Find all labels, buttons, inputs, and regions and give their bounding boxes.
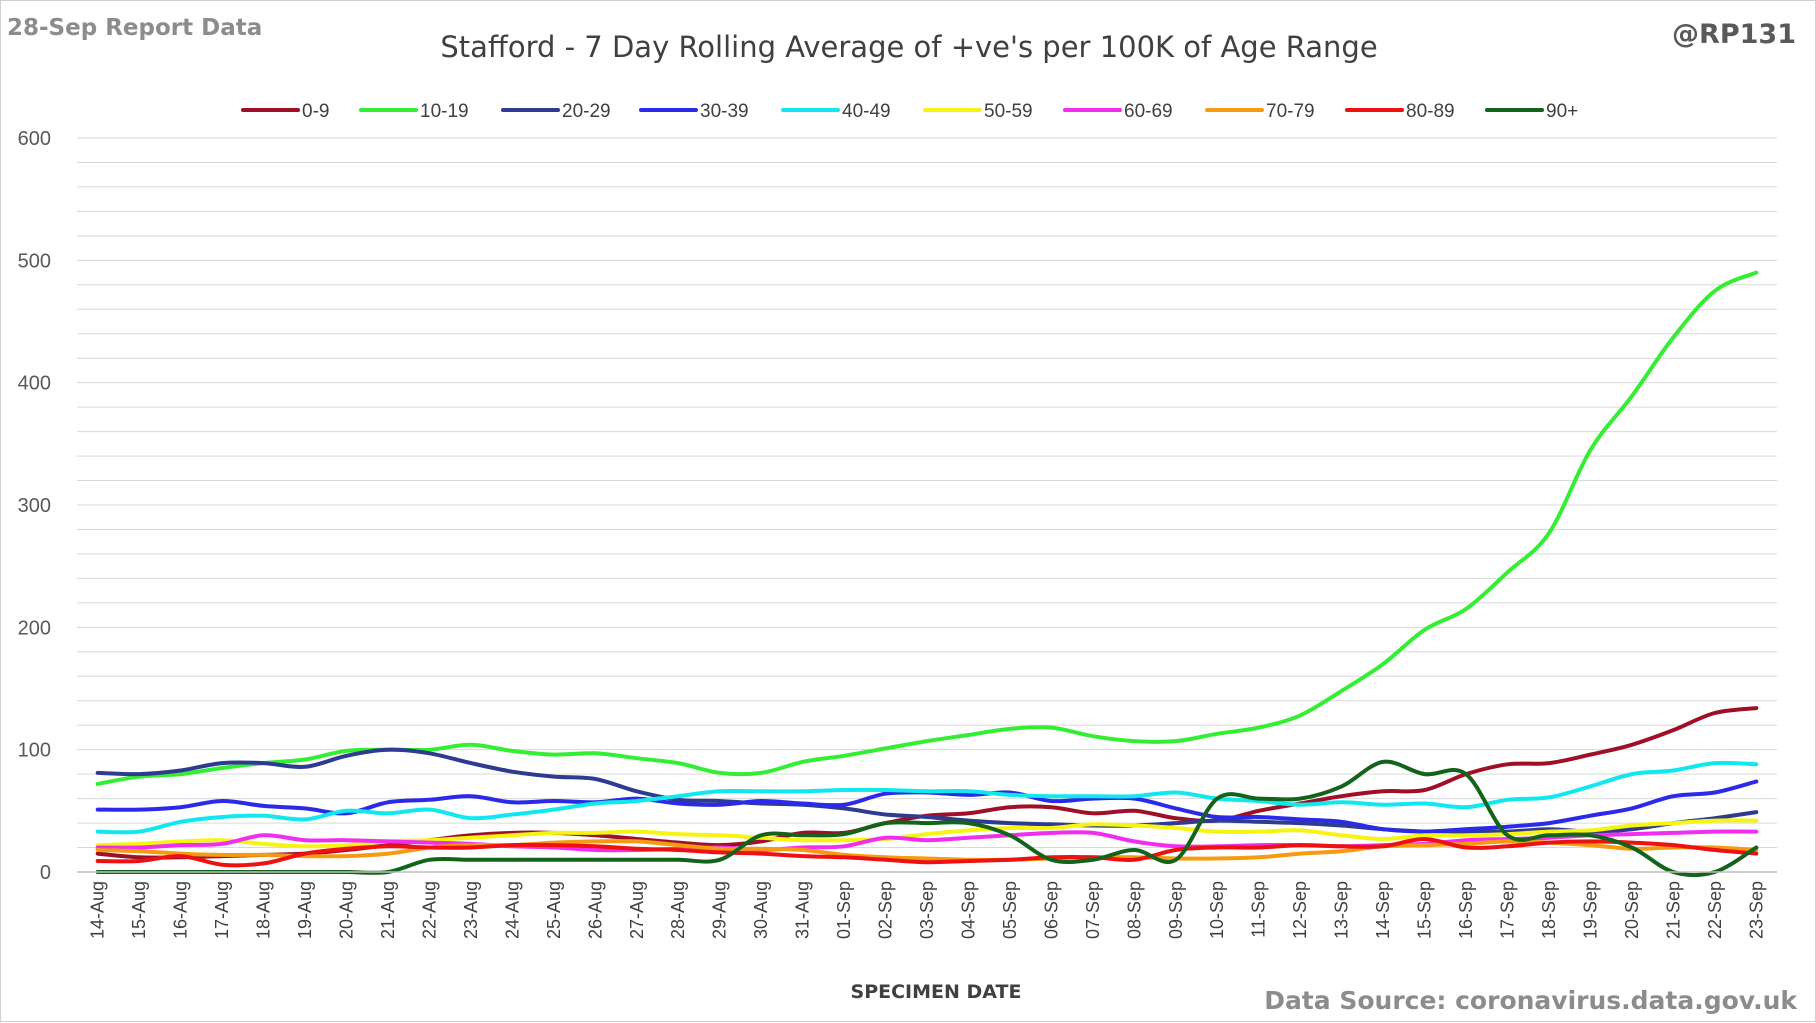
x-tick-label: 25-Aug	[544, 881, 564, 939]
x-tick-label: 10-Sep	[1207, 881, 1227, 939]
x-tick-label: 19-Sep	[1580, 881, 1600, 939]
legend-label: 10-19	[420, 101, 469, 122]
x-tick-label: 04-Sep	[958, 881, 978, 939]
x-tick-label: 22-Aug	[419, 881, 439, 939]
legend-label: 30-39	[700, 101, 749, 122]
x-tick-label: 03-Sep	[917, 881, 937, 939]
x-tick-label: 27-Aug	[627, 881, 647, 939]
x-tick-label: 05-Sep	[1000, 881, 1020, 939]
series-lines	[95, 270, 1759, 878]
x-tick-label: 09-Sep	[1166, 881, 1186, 939]
x-tick-label: 11-Sep	[1249, 881, 1269, 938]
y-tick-label: 600	[18, 128, 51, 150]
x-tick-label: 14-Aug	[88, 881, 108, 939]
x-axis-ticks: 14-Aug 15-Aug 16-Aug 17-Aug 18-Aug 19-Aug 20-A…	[88, 881, 1767, 939]
report-label: 28-Sep Report Data	[7, 15, 262, 41]
x-tick-label: 21-Aug	[378, 881, 398, 939]
series-line-90+	[95, 759, 1759, 878]
x-tick-label: 08-Sep	[1124, 881, 1144, 939]
y-tick-label: 200	[18, 617, 51, 639]
x-tick-label: 18-Sep	[1539, 881, 1559, 939]
legend-label: 70-79	[1266, 101, 1315, 122]
x-tick-label: 12-Sep	[1290, 881, 1310, 939]
chart-title: Stafford - 7 Day Rolling Average of +ve'…	[440, 30, 1377, 64]
legend-label: 0-9	[302, 101, 329, 122]
x-tick-label: 21-Sep	[1663, 881, 1683, 939]
x-tick-label: 18-Aug	[254, 881, 274, 939]
x-axis-title: SPECIMEN DATE	[851, 981, 1022, 1003]
x-tick-label: 26-Aug	[585, 881, 605, 939]
x-tick-label: 13-Sep	[1332, 881, 1352, 939]
legend-label: 60-69	[1124, 101, 1173, 122]
legend-label: 80-89	[1406, 101, 1455, 122]
x-tick-label: 28-Aug	[668, 881, 688, 939]
legend-label: 20-29	[562, 101, 611, 122]
series-line-70-79	[95, 839, 1759, 862]
x-tick-label: 19-Aug	[295, 881, 315, 939]
gridlines	[77, 137, 1777, 849]
x-tick-label: 29-Aug	[710, 881, 730, 939]
legend: 0-9 10-19 20-29 30-39 40-49 50-59 60-69 70-79 80…	[241, 101, 1578, 122]
x-tick-label: 07-Sep	[1083, 881, 1103, 939]
x-tick-label: 15-Aug	[129, 881, 149, 939]
x-tick-label: 16-Sep	[1456, 881, 1476, 939]
series-line-20-29	[95, 747, 1759, 834]
x-tick-label: 17-Aug	[212, 881, 232, 939]
x-tick-label: 22-Sep	[1705, 881, 1725, 939]
y-tick-label: 400	[18, 373, 51, 395]
x-tick-label: 23-Sep	[1746, 881, 1766, 939]
series-line-60-69	[95, 829, 1759, 853]
y-tick-label: 0	[40, 862, 51, 884]
x-tick-label: 14-Sep	[1373, 881, 1393, 939]
y-axis-ticks: 0 100 200 300 400 500 600	[18, 128, 51, 884]
x-tick-label: 15-Sep	[1415, 881, 1435, 939]
x-tick-label: 16-Aug	[171, 881, 191, 939]
x-tick-label: 24-Aug	[502, 881, 522, 939]
y-tick-label: 100	[18, 740, 51, 762]
x-tick-label: 01-Sep	[834, 881, 854, 939]
x-tick-label: 31-Aug	[793, 881, 813, 939]
y-tick-label: 500	[18, 250, 51, 272]
legend-label: 40-49	[842, 101, 891, 122]
twitter-handle: @RP131	[1672, 19, 1796, 50]
x-tick-label: 20-Aug	[337, 881, 357, 939]
legend-label: 90+	[1546, 101, 1578, 122]
y-tick-label: 300	[18, 495, 51, 517]
x-tick-label: 06-Sep	[1041, 881, 1061, 939]
data-source: Data Source: coronavirus.data.gov.uk	[1264, 986, 1798, 1015]
legend-label: 50-59	[984, 101, 1033, 122]
x-tick-label: 23-Aug	[461, 881, 481, 939]
series-line-10-19	[95, 270, 1759, 786]
x-tick-label: 17-Sep	[1497, 881, 1517, 939]
series-line-80-89	[95, 836, 1759, 868]
series-line-40-49	[95, 760, 1759, 835]
x-tick-label: 20-Sep	[1622, 881, 1642, 939]
x-tick-label: 30-Aug	[751, 881, 771, 939]
x-tick-label: 02-Sep	[876, 881, 896, 939]
